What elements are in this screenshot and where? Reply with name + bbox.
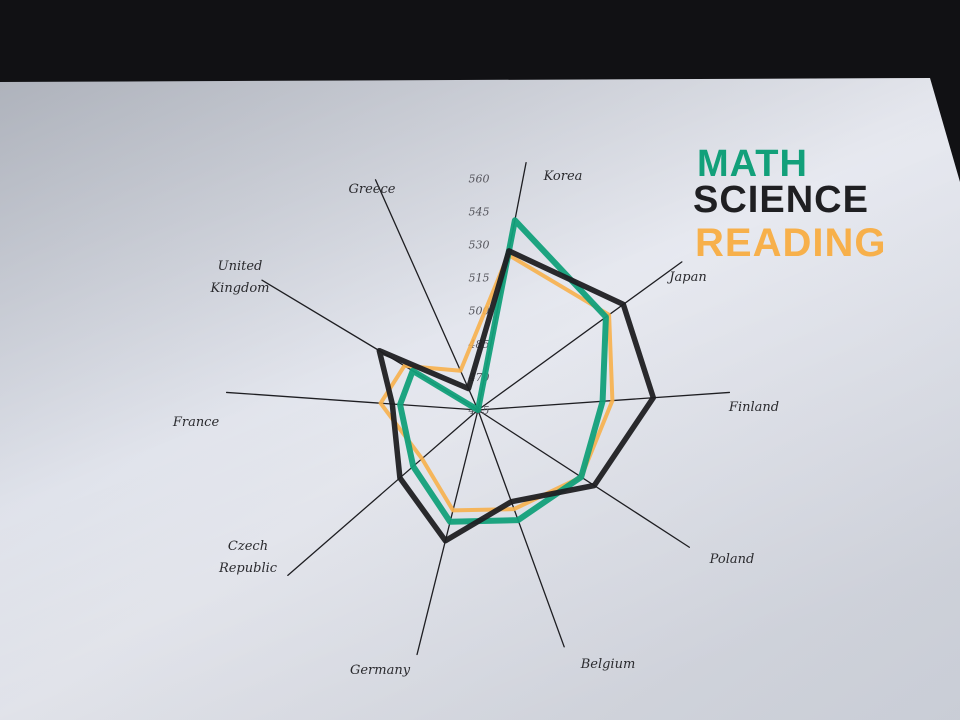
point-science-france bbox=[391, 403, 393, 405]
point-math-finland bbox=[602, 400, 604, 402]
point-science-poland bbox=[593, 485, 595, 486]
point-math-france bbox=[399, 404, 401, 406]
point-science-greece bbox=[468, 388, 469, 390]
label-united-kingdom: United Kingdom bbox=[209, 259, 269, 296]
point-science-germany bbox=[444, 540, 446, 542]
radar-series bbox=[376, 217, 657, 544]
axis-germany bbox=[416, 409, 479, 656]
point-reading-france bbox=[380, 402, 382, 404]
label-greece: Greece bbox=[349, 182, 396, 197]
label-japan: Japan bbox=[666, 270, 706, 285]
point-math-korea bbox=[514, 219, 516, 221]
axis-czech-republic bbox=[287, 409, 479, 576]
category-labels: Korea Japan Finland Poland Belgium Germany Cze… bbox=[172, 169, 779, 678]
point-reading-czech-republic bbox=[421, 458, 423, 460]
point-math-czech-republic bbox=[412, 465, 414, 467]
legend-reading: READING bbox=[695, 221, 886, 265]
point-reading-united-kingdom bbox=[403, 365, 405, 367]
axis-belgium bbox=[477, 409, 565, 648]
point-math-belgium bbox=[517, 519, 519, 521]
label-belgium: Belgium bbox=[580, 657, 636, 672]
label-france: France bbox=[172, 415, 220, 430]
axis-france bbox=[225, 391, 479, 411]
axis-japan bbox=[477, 261, 683, 411]
label-germany: Germany bbox=[350, 663, 411, 678]
point-reading-germany bbox=[452, 509, 454, 511]
point-science-finland bbox=[652, 397, 654, 399]
point-science-united-kingdom bbox=[378, 350, 380, 352]
point-science-czech-republic bbox=[399, 477, 401, 479]
point-math-germany bbox=[449, 521, 451, 523]
radial-tick-545: 545 bbox=[469, 205, 490, 218]
legend-science: SCIENCE bbox=[693, 179, 869, 221]
radial-tick-560: 560 bbox=[469, 172, 490, 185]
label-czech-republic: Czech Republic bbox=[218, 539, 278, 576]
label-korea: Korea bbox=[543, 169, 583, 184]
point-reading-belgium bbox=[513, 508, 515, 510]
radial-tick-515: 515 bbox=[469, 272, 490, 285]
point-math-united-kingdom bbox=[412, 370, 414, 372]
radial-tick-530: 530 bbox=[469, 239, 490, 252]
legend-math: MATH bbox=[697, 143, 808, 185]
label-poland: Poland bbox=[709, 552, 755, 567]
point-reading-finland bbox=[611, 400, 613, 402]
point-math-poland bbox=[580, 476, 582, 478]
point-science-belgium bbox=[510, 501, 512, 503]
legend: MATH SCIENCE READING bbox=[693, 143, 886, 265]
point-reading-greece bbox=[460, 370, 461, 372]
point-science-korea bbox=[508, 250, 510, 252]
point-science-japan bbox=[622, 303, 624, 305]
label-finland: Finland bbox=[728, 400, 779, 415]
point-reading-japan bbox=[608, 314, 610, 316]
point-math-greece bbox=[477, 409, 479, 411]
point-math-japan bbox=[605, 316, 607, 318]
